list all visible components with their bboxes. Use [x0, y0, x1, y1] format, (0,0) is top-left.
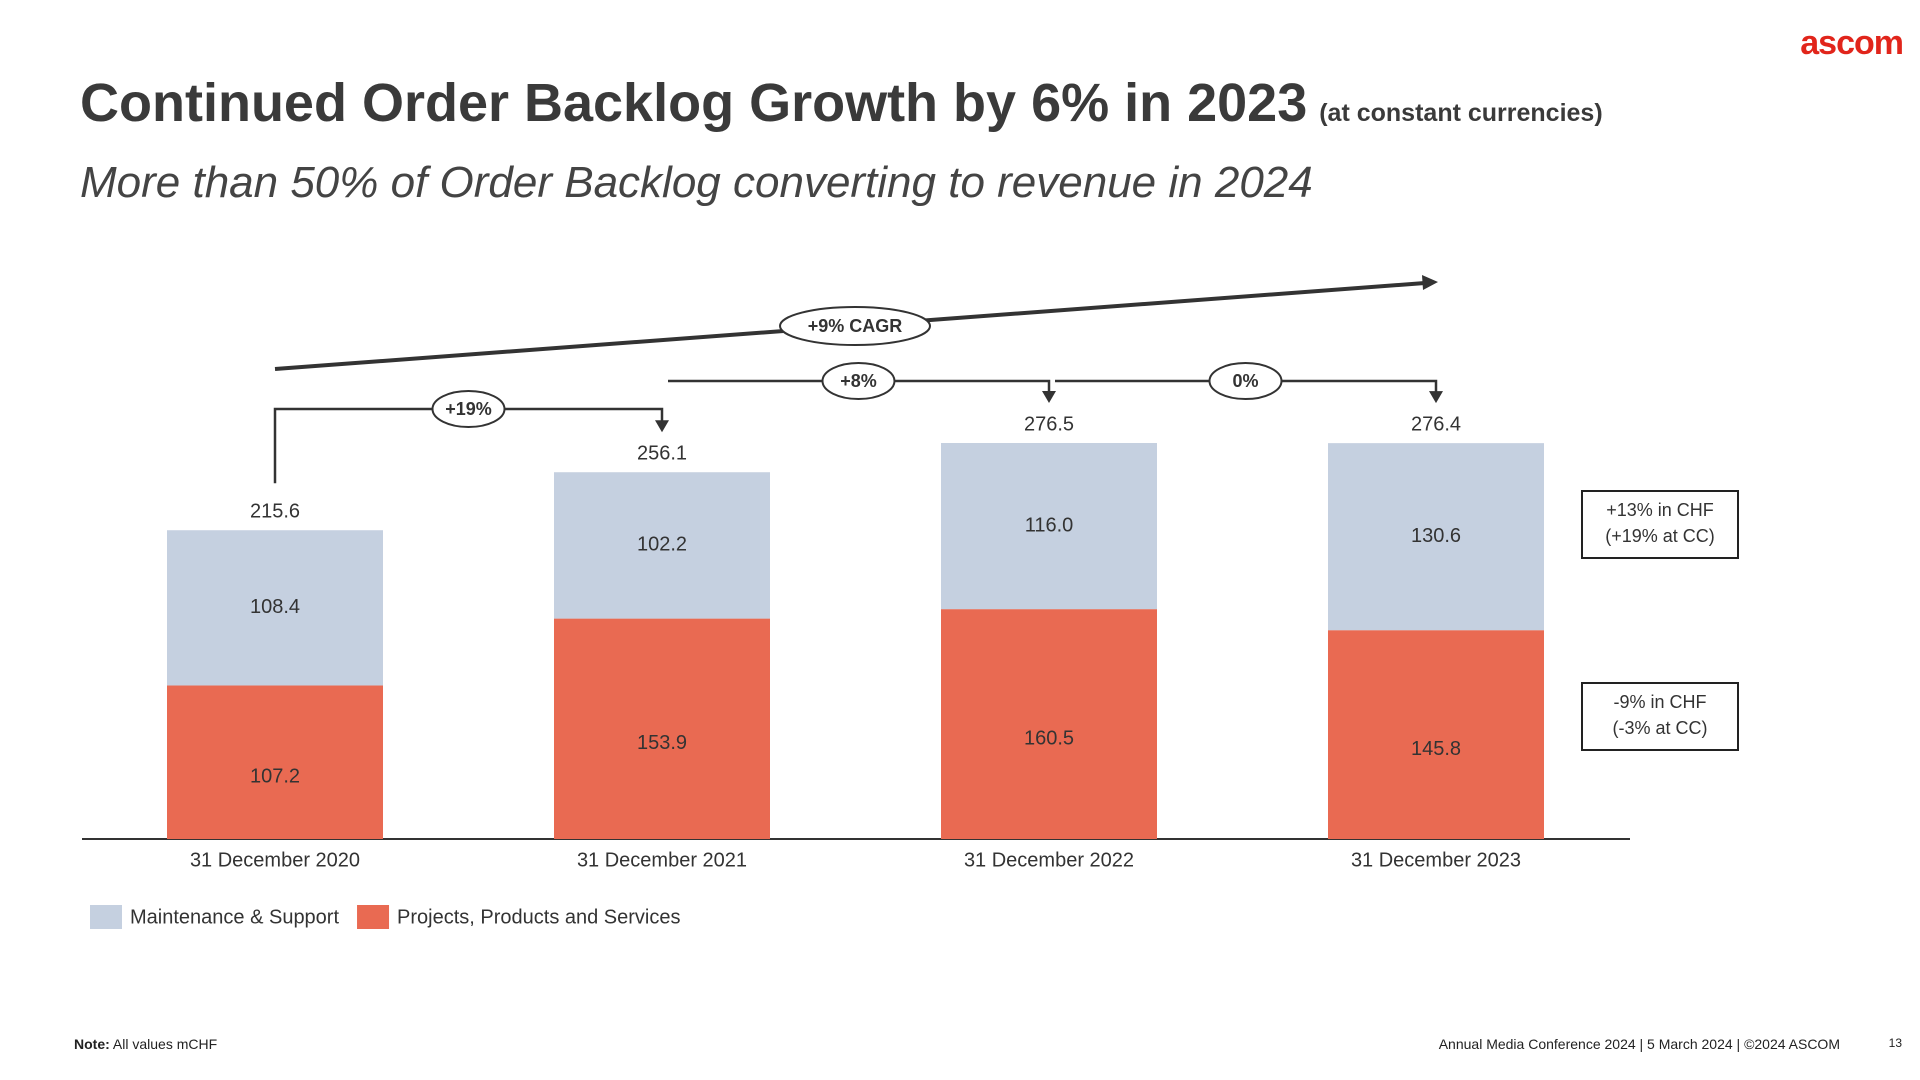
note-text: +13% in CHF [1606, 500, 1714, 520]
arrowhead [1422, 275, 1438, 290]
legend-swatch [90, 905, 122, 929]
note-text: (-3% at CC) [1612, 718, 1707, 738]
value-label: 108.4 [250, 596, 300, 618]
bar-segment [167, 685, 383, 839]
title-row: Continued Order Backlog Growth by 6% in … [80, 72, 1603, 134]
subtitle: More than 50% of Order Backlog convertin… [80, 158, 1313, 207]
growth-label: +19% [445, 399, 492, 419]
chart-title: Continued Order Backlog Growth by 6% in … [80, 73, 1308, 133]
value-label: 130.6 [1411, 525, 1461, 547]
growth-label: +8% [840, 371, 877, 391]
value-label: 107.2 [250, 766, 300, 788]
arrowhead [655, 420, 669, 433]
note-box [1581, 682, 1739, 751]
title-note: (at constant currencies) [1319, 99, 1603, 127]
note-box [1581, 490, 1739, 559]
arrowhead [1042, 391, 1056, 403]
legend-label: Projects, Products and Services [397, 906, 680, 928]
bar-segment [1328, 443, 1544, 631]
footer-note: Note: All values mCHF [74, 1036, 217, 1052]
value-label: 116.0 [1025, 514, 1074, 536]
note-text: All values mCHF [112, 1036, 218, 1052]
bar-segment [554, 472, 770, 619]
total-label: 256.1 [637, 442, 687, 464]
bar-segment [1328, 630, 1544, 839]
x-tick-label: 31 December 2020 [190, 849, 360, 871]
growth-bubble [821, 362, 896, 400]
note-text: (+19% at CC) [1605, 526, 1715, 546]
value-label: 160.5 [1024, 727, 1074, 749]
bar-segment [941, 443, 1157, 610]
growth-label: 0% [1232, 371, 1258, 391]
x-tick-label: 31 December 2021 [577, 849, 747, 871]
value-label: 145.8 [1411, 738, 1461, 760]
growth-bubble [431, 390, 506, 428]
logo: ascom [1800, 24, 1904, 62]
value-label: 102.2 [637, 534, 687, 556]
note-label: Note: [74, 1036, 110, 1052]
arrowhead [1429, 391, 1443, 404]
x-tick-label: 31 December 2022 [964, 849, 1134, 871]
bar-segment [941, 609, 1157, 839]
total-label: 215.6 [250, 501, 300, 523]
legend-swatch [357, 905, 390, 929]
page-number: 13 [1888, 1036, 1902, 1050]
bar-segment [554, 618, 770, 839]
x-tick-label: 31 December 2023 [1351, 849, 1521, 871]
growth-bracket [1055, 379, 1438, 394]
growth-bracket [668, 379, 1051, 393]
note-text: -9% in CHF [1613, 692, 1706, 712]
legend-label: Maintenance & Support [130, 906, 339, 928]
bar-segment [167, 530, 383, 686]
footer-source: Annual Media Conference 2024 | 5 March 2… [1438, 1036, 1840, 1052]
cagr-label: +9% CAGR [808, 316, 903, 336]
cagr-bubble [779, 306, 931, 346]
growth-bubble [1208, 362, 1283, 400]
total-label: 276.4 [1411, 413, 1461, 435]
value-label: 153.9 [637, 732, 687, 754]
total-label: 276.5 [1024, 413, 1074, 435]
